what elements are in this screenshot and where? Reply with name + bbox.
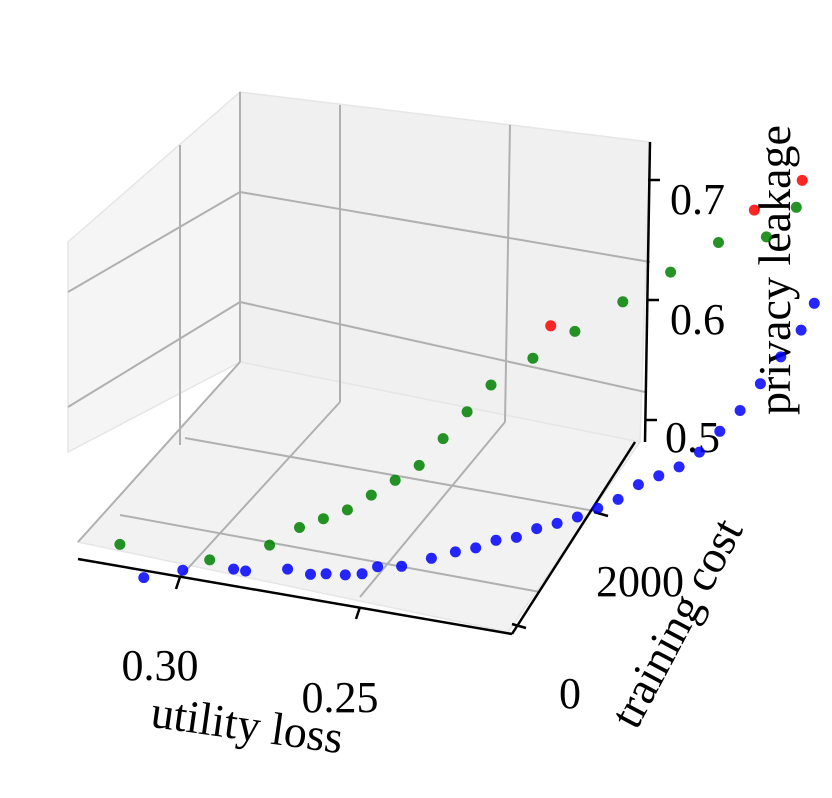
data-point: [305, 568, 316, 580]
data-point: [339, 569, 351, 581]
data-point: [461, 406, 473, 418]
z-tick-labels: 0.7 0.6 0.5: [665, 175, 725, 462]
data-point: [372, 561, 384, 573]
data-point: [228, 563, 240, 575]
data-point: [341, 504, 353, 516]
axis-spines: [77, 141, 652, 636]
data-point: [808, 297, 820, 309]
data-point: [713, 237, 724, 248]
data-point: [795, 324, 807, 336]
axis-ticks: [174, 178, 660, 630]
data-point: [240, 565, 252, 577]
data-point: [653, 470, 665, 482]
data-point: [531, 523, 543, 535]
data-point: [760, 231, 772, 243]
data-point: [617, 296, 629, 308]
z-tick-label: 0.5: [665, 413, 720, 462]
data-point: [545, 320, 557, 332]
data-point: [204, 554, 216, 566]
gridlines: [67, 92, 651, 598]
data-point: [775, 351, 787, 363]
data-point: [114, 538, 126, 550]
data-point: [177, 564, 189, 576]
data-point: [612, 493, 624, 505]
data-point: [356, 568, 368, 580]
data-point: [632, 479, 644, 491]
data-point: [449, 546, 461, 558]
data-point: [714, 425, 726, 437]
data-point: [396, 560, 408, 572]
data-point: [138, 572, 150, 584]
data-point: [365, 489, 377, 501]
data-point: [510, 531, 522, 543]
z-tick-label: 0.6: [670, 295, 725, 344]
data-point: [294, 522, 305, 533]
data-point: [551, 517, 563, 529]
data-point: [734, 405, 746, 416]
x-tick-labels: 0.30 0.25: [122, 641, 379, 722]
y-axis-label: training cost: [600, 510, 752, 736]
z-axis-label: privacy leakage: [749, 125, 800, 415]
y-tick-labels: 0 2000: [559, 557, 684, 718]
data-point: [571, 511, 583, 523]
data-point: [437, 433, 449, 445]
data-point: [796, 174, 808, 186]
data-point: [748, 204, 760, 216]
data-point: [264, 539, 276, 551]
data-point: [485, 379, 497, 391]
data-point: [317, 513, 329, 525]
data-point: [320, 568, 332, 580]
data-point: [673, 461, 685, 473]
data-point: [592, 502, 604, 514]
data-point: [389, 474, 401, 486]
x-tick-label: 0.30: [122, 641, 199, 690]
data-point: [569, 325, 581, 337]
data-point: [425, 552, 437, 564]
data-point: [470, 542, 482, 554]
data-point: [754, 378, 766, 390]
y-tick-label: 0: [559, 669, 581, 718]
data-point: [282, 563, 294, 575]
data-point: [490, 534, 502, 546]
x-tick-label: 0.25: [302, 673, 379, 722]
y-tick-label: 2000: [596, 557, 684, 606]
data-point: [413, 459, 425, 471]
data-point: [790, 201, 802, 213]
data-points: [114, 174, 820, 584]
z-tick-label: 0.7: [670, 175, 725, 224]
data-point: [527, 352, 539, 364]
data-point: [693, 446, 705, 458]
data-point: [665, 266, 677, 278]
